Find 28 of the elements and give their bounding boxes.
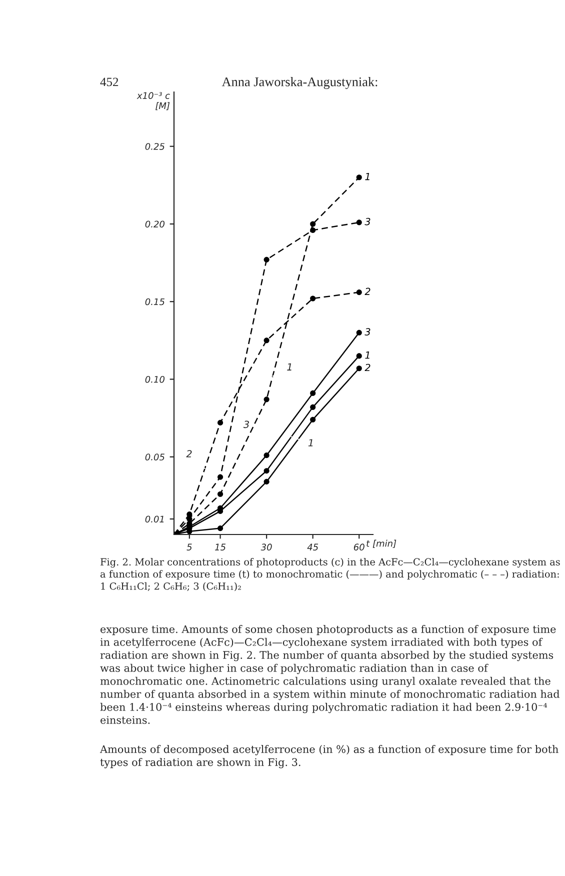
annotation: 2 xyxy=(186,450,192,458)
y-tick-label: 0.20 xyxy=(145,220,165,228)
series-label: 1 xyxy=(365,352,370,359)
text: Amounts of decomposed acetylferrocene (in %) as a function of exposure time for both types of radiation are shown in Fig. 3. xyxy=(100,745,558,768)
annotation: 3 xyxy=(243,420,249,428)
series-label: 2 xyxy=(364,288,370,295)
chart-title: Anna Jaworska-Augustyniak: xyxy=(222,77,378,89)
x-tick-label: 60 xyxy=(354,544,364,551)
y-axis-title: x10⁻³ c [M] xyxy=(136,92,170,110)
caption: Fig. 2. Molar concentrations of photoproducts (c) in the AcFc—C₂Cl₄—cyclohexane system as a function of exposure time (t) to monochromatic (———) and polychromatic (– – –) radiation: 1 C₆H₁₁Cl; 2 C₆H₆; 3 (C₆H₁₁)₂ xyxy=(100,558,560,592)
y-tick-label: 0.10 xyxy=(145,376,165,383)
y-tick-label: 0.01 xyxy=(145,516,164,523)
x-tick-label: 30 xyxy=(260,544,272,551)
x-tick-label: 45 xyxy=(307,544,318,551)
x-tick-label: 5 xyxy=(186,544,192,551)
y-tick-label: 0.25 xyxy=(145,143,164,150)
series-label: 1 xyxy=(365,172,370,180)
series-label: 3 xyxy=(364,328,370,336)
text: exposure time. Amounts of some chosen photoproducts as a function of exposure time in acetylferrocene (AcFc)—C₂Cl₄—cyclohexane system irradiated with both types of radiation are shown in Fig. 2. The number of quanta absorbed by the studied systems was about twice higher in case of polychromatic radiation than in case of monochromatic one. Actinometric calculations using uranyl oxalate revealed that the number of quanta absorbed in a system within minute of monochromatic radiation had been 1.4·10⁻⁴ einsteins whereas during polychromatic radiation it had been 2.9·10⁻⁴ einsteins. xyxy=(100,625,560,724)
y-tick-label: 0.15 xyxy=(145,298,164,306)
series-label: 3 xyxy=(364,218,370,226)
series-label: 2 xyxy=(364,364,370,372)
x-axis-title: t [min] xyxy=(366,540,396,548)
annotation: 1 xyxy=(287,363,292,370)
annotation: 1 xyxy=(308,439,313,446)
x-tick-label: 15 xyxy=(214,544,226,551)
y-tick-label: 0.05 xyxy=(145,454,164,460)
chart-subtitle: 452 xyxy=(100,78,118,86)
